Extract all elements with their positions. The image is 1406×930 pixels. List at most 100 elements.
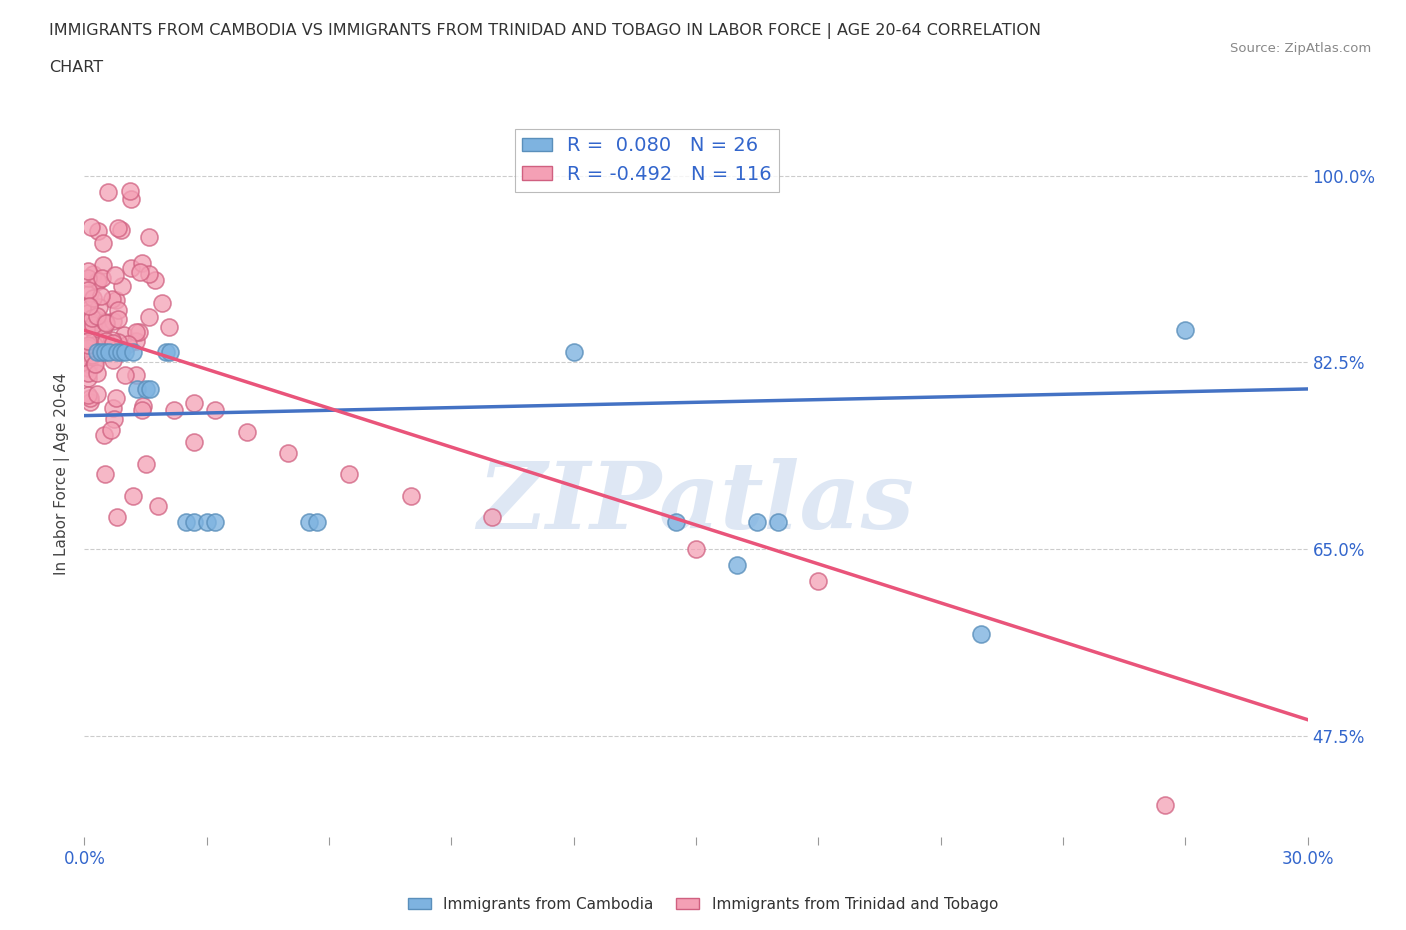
- Point: [77, 319, 100, 334]
- Point: [79, 286, 101, 300]
- Point: [86, 223, 108, 238]
- Point: [124, 334, 146, 349]
- Point: [91, 271, 114, 286]
- Point: [82, 266, 104, 281]
- Point: [94, 315, 117, 330]
- Point: [77, 339, 100, 354]
- Point: [111, 279, 134, 294]
- Point: [86, 309, 108, 324]
- Point: [83, 357, 105, 372]
- Point: [100, 291, 122, 306]
- Point: [174, 515, 197, 530]
- Point: [122, 488, 145, 503]
- Point: [105, 344, 128, 359]
- Point: [138, 266, 160, 281]
- Point: [305, 515, 328, 530]
- Point: [150, 296, 173, 311]
- Point: [77, 299, 100, 313]
- Point: [77, 338, 100, 352]
- Legend: Immigrants from Cambodia, Immigrants from Trinidad and Tobago: Immigrants from Cambodia, Immigrants fro…: [402, 891, 1004, 918]
- Point: [277, 445, 299, 460]
- Point: [766, 515, 789, 530]
- Point: [103, 412, 125, 427]
- Point: [91, 321, 114, 336]
- Point: [807, 574, 830, 589]
- Point: [82, 290, 104, 305]
- Point: [183, 435, 205, 450]
- Point: [120, 260, 142, 275]
- Point: [80, 220, 103, 235]
- Point: [86, 344, 108, 359]
- Point: [77, 305, 100, 320]
- Point: [77, 333, 100, 348]
- Point: [79, 391, 101, 405]
- Point: [298, 515, 321, 530]
- Point: [91, 236, 114, 251]
- Point: [122, 344, 145, 359]
- Point: [83, 338, 105, 352]
- Point: [143, 272, 166, 287]
- Point: [90, 288, 112, 303]
- Point: [138, 310, 160, 325]
- Y-axis label: In Labor Force | Age 20-64: In Labor Force | Age 20-64: [55, 373, 70, 576]
- Point: [103, 268, 125, 283]
- Point: [204, 515, 226, 530]
- Point: [105, 391, 128, 405]
- Point: [87, 273, 110, 288]
- Point: [125, 367, 148, 382]
- Point: [93, 344, 115, 359]
- Point: [101, 352, 124, 367]
- Point: [77, 339, 100, 353]
- Point: [236, 424, 259, 439]
- Point: [1174, 323, 1197, 338]
- Point: [94, 333, 117, 348]
- Point: [82, 318, 104, 333]
- Point: [86, 312, 108, 327]
- Point: [101, 313, 124, 328]
- Point: [159, 344, 181, 359]
- Point: [77, 361, 100, 376]
- Point: [91, 258, 114, 272]
- Point: [131, 403, 153, 418]
- Point: [117, 337, 139, 352]
- Point: [93, 428, 115, 443]
- Point: [183, 515, 205, 530]
- Point: [138, 381, 160, 396]
- Point: [77, 370, 100, 385]
- Point: [77, 317, 100, 332]
- Point: [82, 348, 104, 363]
- Point: [155, 344, 177, 359]
- Point: [118, 184, 141, 199]
- Point: [665, 515, 688, 530]
- Text: CHART: CHART: [49, 60, 103, 75]
- Point: [83, 330, 105, 345]
- Point: [77, 357, 100, 372]
- Point: [101, 332, 124, 347]
- Point: [107, 334, 129, 349]
- Point: [747, 515, 769, 530]
- Text: Source: ZipAtlas.com: Source: ZipAtlas.com: [1230, 42, 1371, 55]
- Point: [163, 403, 186, 418]
- Point: [725, 558, 748, 573]
- Text: ZIPatlas: ZIPatlas: [478, 458, 914, 549]
- Point: [112, 327, 135, 342]
- Point: [86, 387, 108, 402]
- Point: [77, 263, 100, 278]
- Point: [138, 229, 160, 244]
- Point: [77, 315, 100, 330]
- Point: [107, 302, 129, 317]
- Point: [562, 344, 585, 359]
- Point: [120, 191, 142, 206]
- Point: [195, 515, 218, 530]
- Point: [110, 222, 132, 237]
- Point: [107, 312, 129, 326]
- Point: [114, 367, 136, 382]
- Point: [107, 221, 129, 236]
- Point: [1154, 798, 1177, 813]
- Point: [80, 311, 103, 325]
- Point: [135, 381, 157, 396]
- Point: [77, 319, 100, 334]
- Point: [86, 273, 108, 288]
- Point: [77, 365, 100, 380]
- Point: [339, 467, 361, 482]
